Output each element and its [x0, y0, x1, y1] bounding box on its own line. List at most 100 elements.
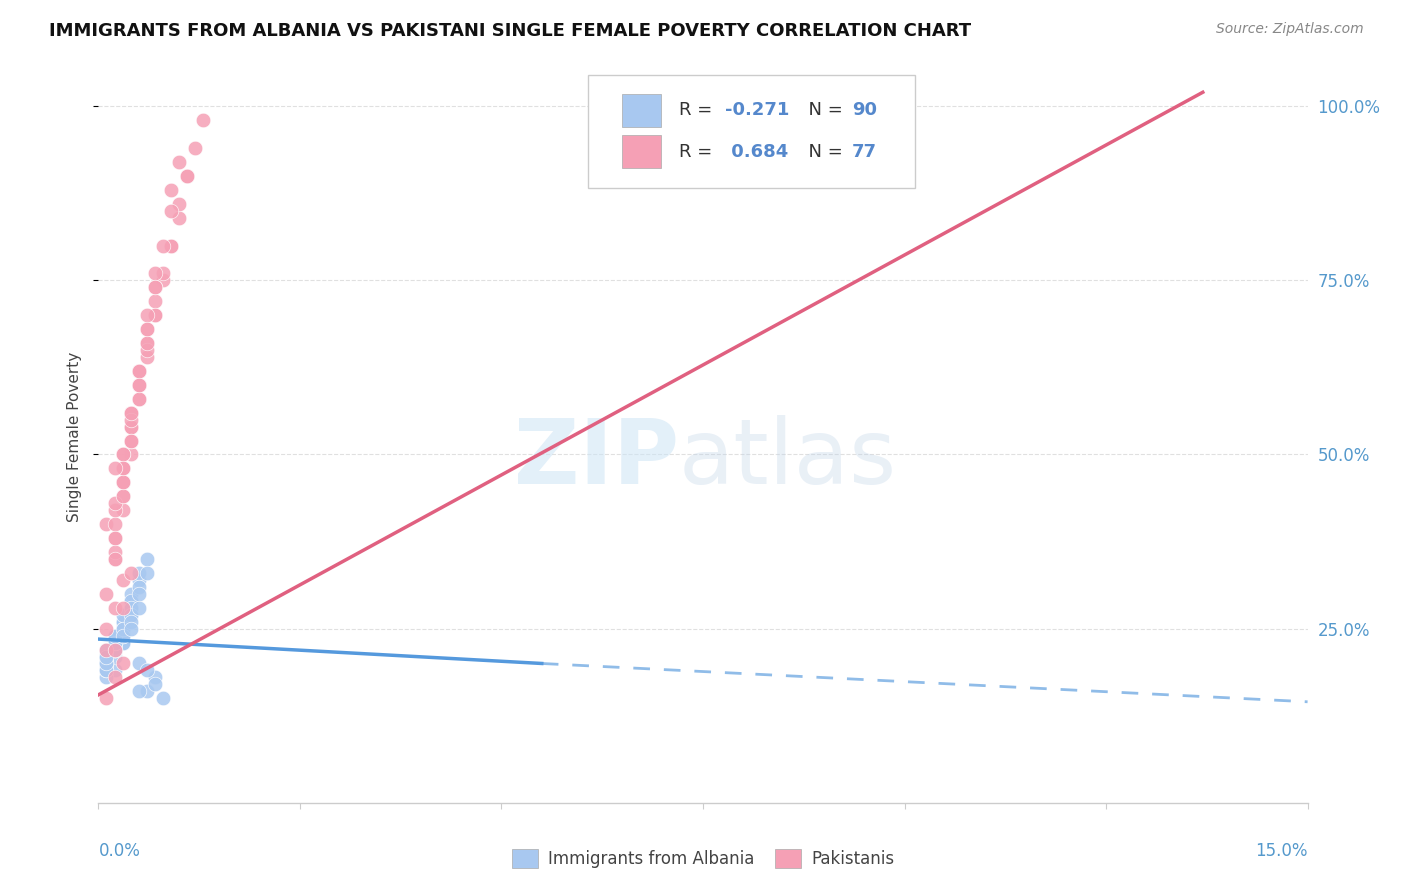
Point [120, 448, 142, 462]
Text: Source: ZipAtlas.com: Source: ZipAtlas.com [1216, 22, 1364, 37]
Point [96, 670, 118, 684]
Point [152, 266, 174, 280]
Point [135, 343, 157, 357]
Point [128, 600, 150, 615]
Point [111, 475, 134, 490]
Point [143, 308, 166, 322]
Point [111, 615, 134, 629]
Point [120, 406, 142, 420]
Point [103, 635, 125, 649]
Point [111, 475, 134, 490]
Text: R =: R = [679, 101, 718, 120]
Point [135, 322, 157, 336]
Point [103, 517, 125, 532]
Point [143, 670, 166, 684]
Point [96, 664, 118, 678]
Point [152, 273, 174, 287]
Point [96, 649, 118, 664]
Point [103, 642, 125, 657]
Point [176, 169, 198, 183]
Point [135, 566, 157, 580]
Point [96, 649, 118, 664]
Point [120, 607, 142, 622]
Point [96, 622, 118, 636]
Point [111, 622, 134, 636]
Point [120, 434, 142, 448]
Point [128, 587, 150, 601]
Text: N =: N = [797, 101, 849, 120]
Point [103, 531, 125, 545]
Point [128, 580, 150, 594]
FancyBboxPatch shape [621, 136, 661, 169]
Point [143, 280, 166, 294]
Point [103, 461, 125, 475]
Point [128, 573, 150, 587]
Point [103, 531, 125, 545]
Point [103, 600, 125, 615]
Point [135, 552, 157, 566]
Point [103, 642, 125, 657]
Point [135, 336, 157, 351]
Point [96, 657, 118, 671]
Point [160, 203, 183, 218]
Point [111, 635, 134, 649]
Legend: Immigrants from Albania, Pakistanis: Immigrants from Albania, Pakistanis [505, 842, 901, 875]
Point [176, 169, 198, 183]
Point [103, 635, 125, 649]
Point [96, 691, 118, 706]
Point [120, 594, 142, 608]
Point [160, 238, 183, 252]
Point [128, 364, 150, 378]
Point [103, 642, 125, 657]
Point [96, 649, 118, 664]
Point [135, 336, 157, 351]
Point [128, 392, 150, 406]
Point [103, 635, 125, 649]
Point [103, 552, 125, 566]
Point [103, 642, 125, 657]
Point [128, 392, 150, 406]
Point [120, 587, 142, 601]
Point [103, 635, 125, 649]
Point [111, 629, 134, 643]
Point [111, 489, 134, 503]
Point [96, 642, 118, 657]
Point [111, 461, 134, 475]
Point [120, 434, 142, 448]
Point [111, 657, 134, 671]
Point [143, 266, 166, 280]
Text: 90: 90 [852, 101, 877, 120]
Point [120, 434, 142, 448]
FancyBboxPatch shape [588, 75, 915, 188]
Point [120, 419, 142, 434]
Text: -0.271: -0.271 [724, 101, 789, 120]
Point [111, 622, 134, 636]
Text: 0.684: 0.684 [724, 143, 787, 161]
Point [96, 657, 118, 671]
Point [135, 308, 157, 322]
Point [111, 475, 134, 490]
Point [143, 280, 166, 294]
Point [103, 503, 125, 517]
Point [120, 406, 142, 420]
Point [111, 622, 134, 636]
Point [111, 607, 134, 622]
Text: atlas: atlas [679, 415, 897, 503]
Point [135, 322, 157, 336]
Point [103, 545, 125, 559]
Point [96, 657, 118, 671]
Point [167, 155, 190, 169]
Point [96, 657, 118, 671]
Point [193, 113, 215, 128]
Point [120, 594, 142, 608]
Point [120, 419, 142, 434]
Text: N =: N = [797, 143, 849, 161]
Point [96, 657, 118, 671]
Point [111, 600, 134, 615]
Point [128, 377, 150, 392]
Point [160, 238, 183, 252]
Point [111, 461, 134, 475]
Point [128, 377, 150, 392]
Point [120, 622, 142, 636]
Point [103, 642, 125, 657]
